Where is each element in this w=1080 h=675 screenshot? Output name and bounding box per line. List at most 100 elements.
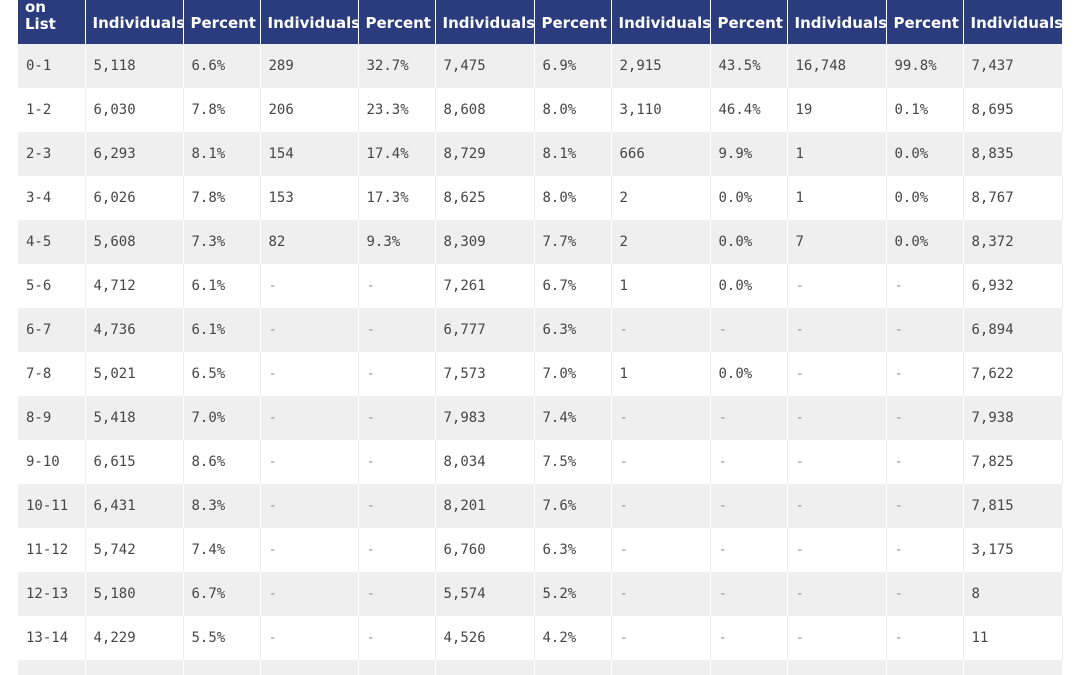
table-cell: 4,712 (85, 264, 184, 308)
row-label-cell: 1-2 (18, 88, 86, 132)
table-row: 6-7 4,736 6.1% - -6,777 6.3% - - - -6,894 (18, 308, 1063, 352)
table-cell: 6,760 (435, 528, 535, 572)
table-row: 9-10 6,615 8.6% - -8,034 7.5% - - - -7,825 (18, 440, 1063, 484)
table-cell: - (358, 572, 436, 616)
table-cell: 2 (611, 176, 711, 220)
table-cell: 8,695 (963, 88, 1063, 132)
table-cell: 4.2% (534, 616, 612, 660)
table-cell: 7,825 (963, 440, 1063, 484)
table-cell: 0.0% (886, 132, 964, 176)
table-cell: 46.4% (710, 88, 788, 132)
table-cell: - (611, 440, 711, 484)
table-cell: 6.7% (183, 572, 261, 616)
table-cell: 8,767 (963, 176, 1063, 220)
table-cell: 5,742 (85, 528, 184, 572)
table-cell: 5.2% (534, 572, 612, 616)
table-row: 13-14 4,229 5.5% - -4,526 4.2% - - - -11 (18, 616, 1063, 660)
table-cell: 8,608 (435, 88, 535, 132)
table-cell: 2,915 (611, 44, 711, 88)
table-cell: - (358, 264, 436, 308)
table-cell: 7,938 (963, 396, 1063, 440)
table-cell: 7,983 (435, 396, 535, 440)
table-cell: 5,418 (85, 396, 184, 440)
table-cell: 8,034 (435, 440, 535, 484)
table-cell: 3,110 (611, 88, 711, 132)
row-label-cell: 12-13 (18, 572, 86, 616)
table-cell: 7 (787, 220, 887, 264)
table-cell: - (886, 352, 964, 396)
table-cell: 6.1% (183, 308, 261, 352)
data-table: on List Individuals Percent Individuals Per… (18, 0, 1063, 675)
table-cell: 19 (787, 88, 887, 132)
table-cell: 7.0% (534, 352, 612, 396)
table-row: 11-12 5,742 7.4% - -6,760 6.3% - - - -3,175 (18, 528, 1063, 572)
row-label-cell: 9-10 (18, 440, 86, 484)
table-cell: 154 (260, 132, 359, 176)
table-cell: 289 (260, 44, 359, 88)
table-cell: 666 (611, 132, 711, 176)
table-cell: - (886, 616, 964, 660)
table-header-row: on List Individuals Percent Individuals Per… (18, 0, 1063, 44)
column-header: Percent (534, 0, 612, 44)
table-cell: - (358, 616, 436, 660)
row-label-cell: 5-6 (18, 264, 86, 308)
table-cell (534, 660, 612, 675)
table-cell: - (787, 528, 887, 572)
table-cell: 7.7% (534, 220, 612, 264)
table-row: 1-2 6,030 7.8% 206 23.3% 8,608 8.0% 3,110 46.4% 1… (18, 88, 1063, 132)
table-cell: 1 (611, 264, 711, 308)
table-cell: - (710, 396, 788, 440)
table-cell: 8 (963, 572, 1063, 616)
table-cell: 8.1% (183, 132, 261, 176)
table-cell: - (710, 308, 788, 352)
table-cell: - (710, 572, 788, 616)
table-row-partial (18, 660, 1063, 675)
table-cell: 7,815 (963, 484, 1063, 528)
row-label-cell: 4-5 (18, 220, 86, 264)
table-cell: 1 (787, 132, 887, 176)
table-cell: 7.8% (183, 88, 261, 132)
column-header: Percent (886, 0, 964, 44)
row-label-cell: 7-8 (18, 352, 86, 396)
table-cell: 0.0% (710, 176, 788, 220)
table-cell: 6.3% (534, 528, 612, 572)
table-cell: - (358, 528, 436, 572)
table-cell: 7.0% (183, 396, 261, 440)
table-cell: 2 (611, 220, 711, 264)
table-cell: 7,261 (435, 264, 535, 308)
column-header: Individuals (85, 0, 184, 44)
table-cell: 8.3% (183, 484, 261, 528)
table-cell: - (886, 396, 964, 440)
table-cell: 7.3% (183, 220, 261, 264)
table-cell: 9.9% (710, 132, 788, 176)
table-cell: - (611, 572, 711, 616)
table-cell: 8,729 (435, 132, 535, 176)
table-cell: 6,777 (435, 308, 535, 352)
table-cell: - (787, 308, 887, 352)
table-cell: - (710, 484, 788, 528)
table-cell: - (260, 352, 359, 396)
table-cell: - (260, 484, 359, 528)
table-cell: 0.0% (710, 352, 788, 396)
table-cell: 43.5% (710, 44, 788, 88)
table-cell (358, 660, 436, 675)
table-cell: - (787, 396, 887, 440)
table-cell: - (260, 308, 359, 352)
table-cell: 8.1% (534, 132, 612, 176)
table-cell: - (886, 484, 964, 528)
table-cell: 99.8% (886, 44, 964, 88)
table-cell: 7,573 (435, 352, 535, 396)
table-cell: - (260, 616, 359, 660)
table-row: 10-11 6,431 8.3% - -8,201 7.6% - - - -7,815 (18, 484, 1063, 528)
table-cell: - (787, 484, 887, 528)
table-cell (183, 660, 261, 675)
table-row: 0-1 5,118 6.6% 289 32.7% 7,475 6.9% 2,915 43.5% 1… (18, 44, 1063, 88)
column-header: Individuals (260, 0, 359, 44)
table-cell: 7,622 (963, 352, 1063, 396)
table-cell (787, 660, 887, 675)
table-cell: 6,026 (85, 176, 184, 220)
table-cell (85, 660, 184, 675)
table-row: 3-4 6,026 7.8% 153 17.3% 8,625 8.0% 2 0.0% 1 0.0% 8… (18, 176, 1063, 220)
table-cell: 1 (787, 176, 887, 220)
